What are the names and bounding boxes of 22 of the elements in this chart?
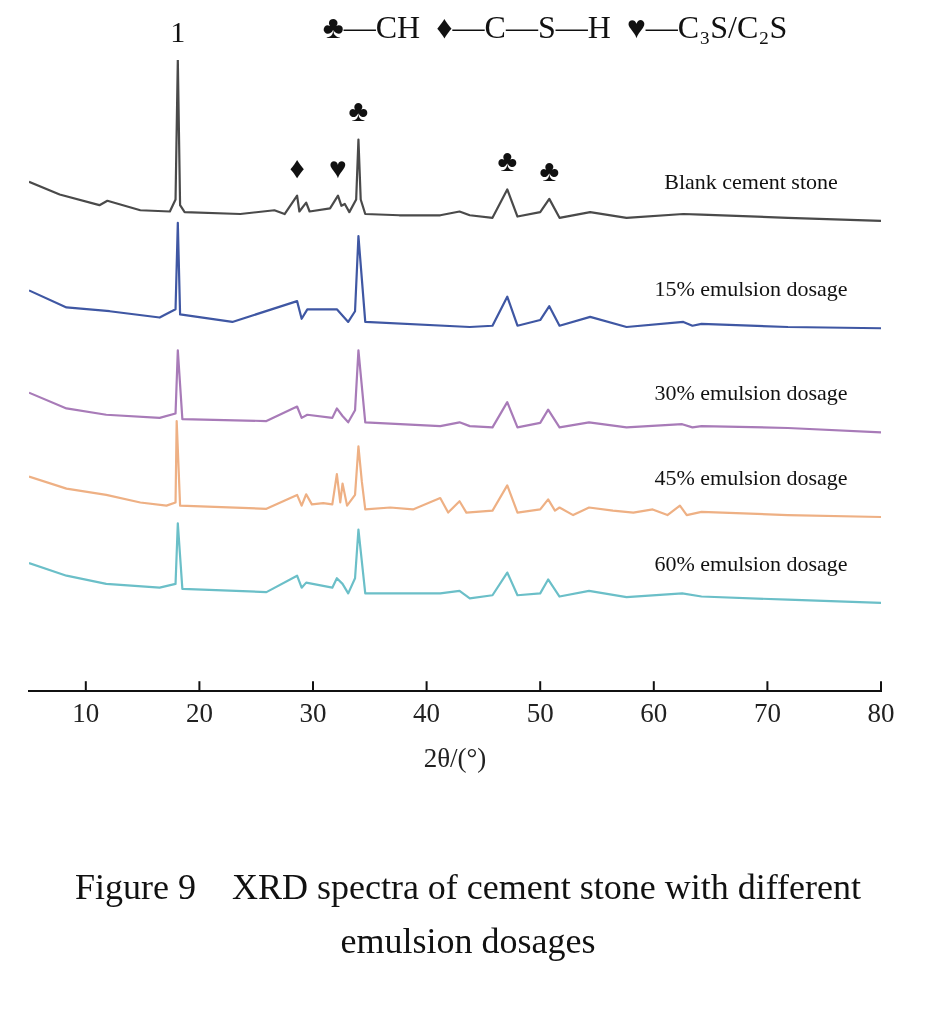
annotation: ♣ [497, 144, 518, 178]
x-tick-label: 70 [753, 698, 781, 729]
series-label: 45% emulsion dosage [654, 464, 848, 490]
x-tick-label: 10 [72, 698, 100, 729]
text: Figure 9 XRD spectra of cement stone with different emulsion dosages [73, 866, 863, 963]
annotation: 1 [170, 14, 186, 48]
x-tick-label: 80 [867, 698, 895, 729]
text: ♣—CH ♦—C—S—H ♥—C₃S/C₂S [322, 9, 788, 46]
x-tick-label: 50 [526, 698, 554, 729]
annotation: ♥ [329, 150, 347, 184]
annotation: ♣ [348, 94, 369, 128]
series-label: 60% emulsion dosage [654, 550, 848, 576]
x-tick-label: 60 [640, 698, 668, 729]
x-tick-label: 40 [413, 698, 441, 729]
annotation: ♣ [539, 153, 560, 187]
x-axis-title: 2θ/(°) [423, 742, 487, 773]
series-label: 30% emulsion dosage [654, 380, 848, 406]
series-label: Blank cement stone [664, 168, 838, 194]
annotation: ♦ [289, 150, 305, 184]
x-tick-label: 30 [299, 698, 327, 729]
series-label: 15% emulsion dosage [654, 276, 848, 302]
x-tick-label: 20 [185, 698, 213, 729]
